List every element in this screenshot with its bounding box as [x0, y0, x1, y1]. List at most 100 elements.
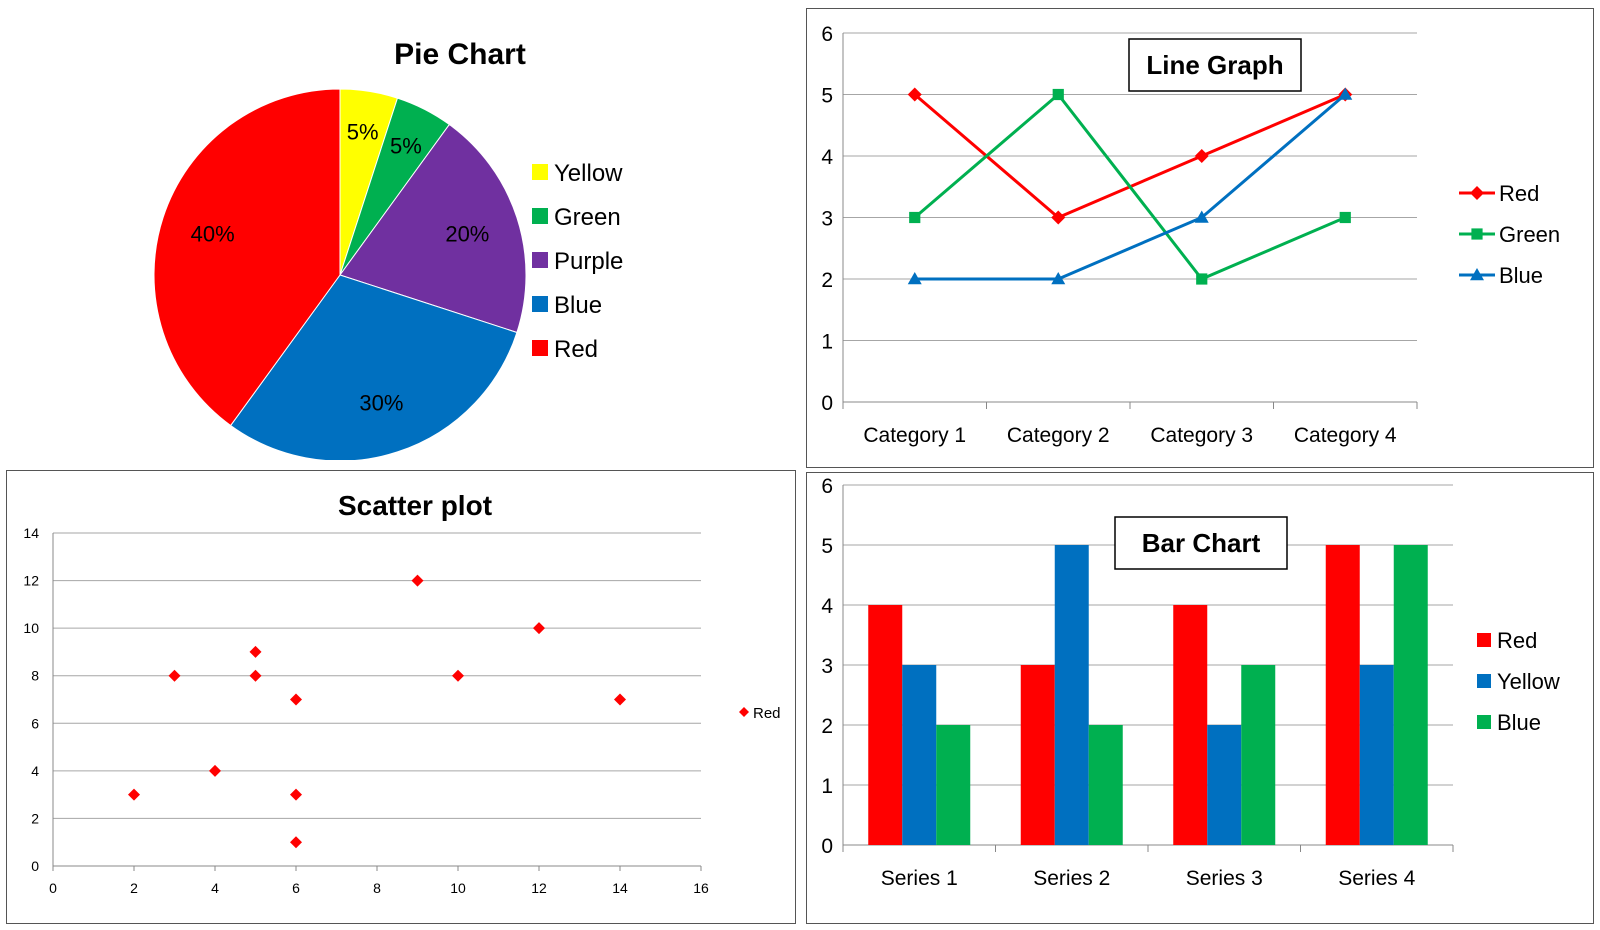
data-point-blue [1194, 210, 1209, 223]
bar-blue [1088, 725, 1123, 845]
bar-blue [936, 725, 971, 845]
y-tick-label: 6 [821, 23, 833, 46]
bar-yellow [902, 665, 937, 845]
x-tick-label: Series 3 [1186, 867, 1263, 890]
y-tick-label: 2 [31, 810, 39, 826]
y-tick-label: 0 [821, 392, 833, 415]
x-tick-label: Series 2 [1033, 867, 1110, 890]
y-tick-label: 0 [821, 835, 833, 858]
pie-data-label: 30% [359, 390, 403, 415]
y-tick-label: 1 [821, 331, 833, 354]
series-line-green [913, 92, 1346, 281]
data-point-red [168, 669, 181, 682]
legend-label-green: Green [1499, 222, 1560, 247]
data-point-red [249, 669, 262, 682]
pie-data-label: 5% [390, 134, 422, 159]
bar-chart-panel: 0 1 2 3 4 5 6 Series 1 Series 2 Series 3 Series 4 B… [806, 472, 1594, 924]
bar-chart-title-box [1114, 516, 1288, 570]
bar-red [1173, 605, 1208, 845]
legend-label-red: Red [1497, 628, 1537, 653]
y-tick-label: 4 [821, 595, 833, 618]
series-line-blue [914, 93, 1347, 281]
pie-data-label: 5% [347, 120, 379, 145]
pie-data-label: 20% [445, 222, 489, 247]
y-tick-label: 2 [821, 269, 833, 292]
y-tick-label: 4 [821, 146, 833, 169]
data-point-red [907, 87, 922, 102]
pie-slice-blue [229, 274, 518, 460]
data-point-green [909, 211, 921, 224]
line-graph-panel: 0 1 2 3 4 5 6 Category 1 Category 2 Category 3 Cat… [806, 8, 1594, 468]
pie-slice-red [153, 88, 341, 427]
x-tick-label: 16 [693, 880, 709, 896]
pie-chart-title: Pie Chart [394, 38, 526, 71]
legend-marker-blue [1470, 268, 1484, 281]
x-tick-label: Series 1 [881, 867, 958, 890]
y-tick-label: 5 [821, 85, 833, 108]
bar-blue [1241, 665, 1276, 845]
data-point-red [249, 645, 262, 658]
legend-label-red: Red [554, 336, 598, 363]
legend-label-blue: Blue [1499, 263, 1543, 288]
legend-label-purple: Purple [554, 248, 623, 275]
data-point-red [209, 764, 221, 777]
legend-label-red: Red [753, 705, 781, 722]
legend-swatch-red [532, 340, 548, 356]
x-tick-label: Category 4 [1294, 424, 1397, 447]
x-tick-label: 0 [49, 880, 57, 896]
y-tick-label: 1 [821, 775, 833, 798]
pie-chart: Pie Chart 5% 5% 20% 30% 40% Yellow Green Purple B… [153, 38, 623, 460]
scatter-plot: Scatter plot 0 2 4 6 8 10 12 14 0 2 4 6 8 10 12 14 16 Red [23, 490, 781, 896]
data-point-blue [1338, 87, 1353, 100]
y-tick-label: 3 [821, 655, 833, 678]
bar-yellow [1054, 545, 1089, 845]
data-point-red [1051, 210, 1066, 225]
pie-slice-purple [339, 123, 527, 334]
line-graph-title: Line Graph [1146, 50, 1283, 80]
line-graph: 0 1 2 3 4 5 6 Category 1 Category 2 Category 3 Cat… [821, 23, 1560, 447]
y-tick-label: 14 [23, 525, 39, 541]
y-tick-label: 10 [23, 620, 39, 636]
data-point-red [411, 574, 424, 587]
pie-data-label: 40% [191, 222, 235, 247]
data-point-red [290, 788, 302, 801]
y-tick-label: 12 [23, 573, 39, 589]
data-point-red [1194, 149, 1209, 163]
data-point-red [614, 693, 626, 706]
legend-swatch-yellow [1477, 674, 1491, 688]
legend-marker-red [1470, 186, 1484, 200]
legend-label-blue: Blue [1497, 710, 1541, 735]
legend-swatch-purple [532, 252, 548, 268]
data-point-red [128, 788, 140, 801]
data-point-red [452, 669, 464, 682]
bar-red [868, 605, 903, 845]
x-tick-label: Series 4 [1338, 867, 1415, 890]
x-tick-label: Category 2 [1007, 424, 1110, 447]
legend-swatch-yellow [532, 164, 548, 180]
scatter-plot-panel: Scatter plot 0 2 4 6 8 10 12 14 0 2 4 6 8 10 12 14 16 Red [6, 470, 796, 924]
bar-chart-title: Bar Chart [1142, 528, 1261, 558]
data-point-green [1196, 273, 1208, 285]
x-tick-label: 10 [450, 880, 466, 896]
data-point-blue [907, 272, 922, 285]
scatter-plot-title: Scatter plot [338, 490, 492, 521]
legend-marker-green [1471, 228, 1483, 240]
x-tick-label: 14 [612, 880, 628, 896]
legend-label-red: Red [1499, 181, 1539, 206]
bar-blue [1393, 545, 1428, 845]
y-tick-label: 4 [31, 763, 39, 779]
bar-chart: 0 1 2 3 4 5 6 Series 1 Series 2 Series 3 Series 4 B… [821, 475, 1560, 890]
legend-swatch-red [1477, 633, 1491, 647]
legend-label-yellow: Yellow [554, 160, 623, 187]
y-tick-label: 6 [31, 715, 39, 731]
legend-label-blue: Blue [554, 292, 602, 319]
x-tick-label: Category 3 [1150, 424, 1253, 447]
x-tick-label: Category 1 [863, 424, 966, 447]
bar-yellow [1207, 725, 1242, 845]
bar-yellow [1359, 665, 1394, 845]
data-point-red [290, 836, 302, 849]
data-point-red [290, 693, 302, 706]
y-tick-label: 0 [31, 858, 39, 874]
legend-marker-red [739, 707, 749, 717]
y-tick-label: 2 [821, 715, 833, 738]
